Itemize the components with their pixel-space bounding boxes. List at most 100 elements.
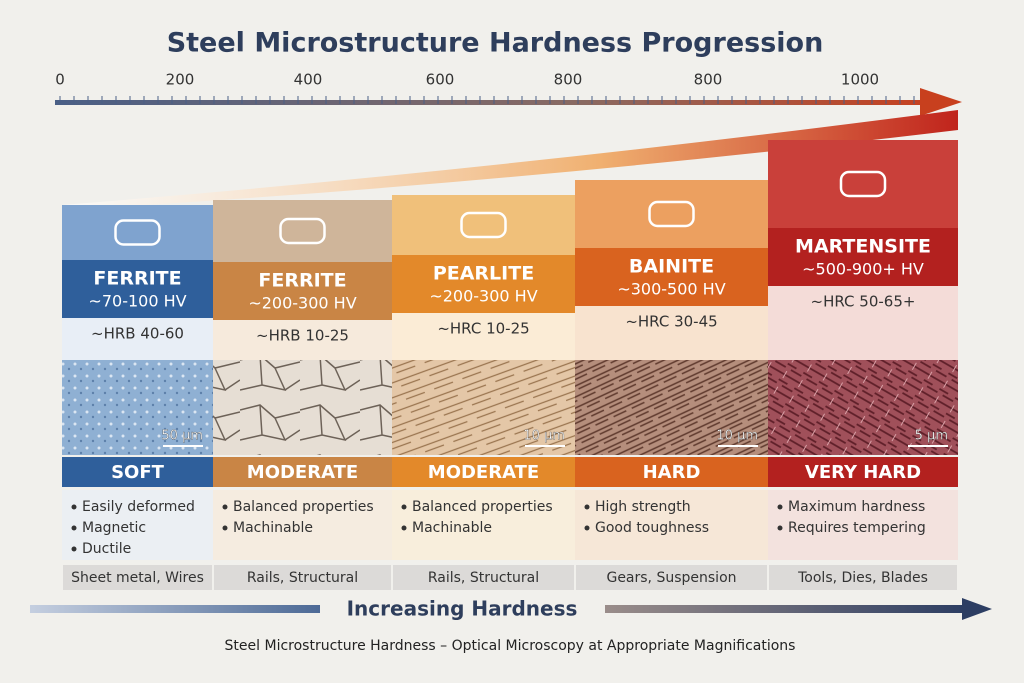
secondary-panel bbox=[392, 313, 575, 360]
secondary-hardness: ~HRC 50-65+ bbox=[811, 293, 916, 311]
title: Steel Microstructure Hardness Progressio… bbox=[167, 28, 824, 59]
scale-bar-label: 10 µm bbox=[523, 429, 565, 444]
scale-line bbox=[55, 100, 935, 105]
micrograph bbox=[575, 360, 768, 455]
micrograph bbox=[62, 360, 213, 455]
scale-label: 1000 bbox=[841, 71, 879, 89]
hardness-class: MODERATE bbox=[247, 462, 358, 483]
bottom-arrowhead bbox=[962, 598, 992, 620]
icon bbox=[114, 219, 161, 246]
property: Balanced properties bbox=[412, 499, 553, 515]
uses-panel bbox=[769, 565, 957, 590]
uses: Rails, Structural bbox=[428, 570, 539, 586]
hardness: ~70-100 HV bbox=[88, 292, 186, 311]
uses-panel bbox=[576, 565, 767, 590]
scale-label: 400 bbox=[294, 71, 323, 89]
icon bbox=[279, 217, 326, 245]
hardness: ~200-300 HV bbox=[429, 287, 537, 306]
bullet bbox=[71, 546, 77, 552]
bottom-arrow-left bbox=[30, 605, 320, 613]
bullet bbox=[401, 525, 407, 531]
hardness-class: HARD bbox=[643, 462, 701, 483]
property: Maximum hardness bbox=[788, 499, 925, 515]
icon bbox=[460, 211, 507, 239]
hardness: ~300-500 HV bbox=[617, 280, 725, 299]
uses: Tools, Dies, Blades bbox=[797, 570, 928, 586]
secondary-panel bbox=[575, 306, 768, 360]
property: Machinable bbox=[233, 520, 313, 536]
class-band bbox=[392, 457, 575, 487]
micrograph bbox=[768, 360, 958, 455]
scale-label: 800 bbox=[694, 71, 723, 89]
hardness-class: VERY HARD bbox=[805, 462, 921, 483]
class-band bbox=[213, 457, 392, 487]
properties-panel bbox=[213, 490, 392, 560]
hardness-scale: 0 200 400 600 800 800 1000 bbox=[55, 71, 962, 116]
class-band bbox=[575, 457, 768, 487]
phase-name: MARTENSITE bbox=[795, 236, 931, 258]
secondary-panel bbox=[768, 286, 958, 360]
icon-panel bbox=[392, 195, 575, 255]
property: Ductile bbox=[82, 541, 131, 557]
property: Machinable bbox=[412, 520, 492, 536]
bottom-arrow-right bbox=[605, 605, 965, 613]
scale-bar-label: 50 µm bbox=[161, 429, 203, 444]
hardness-curve bbox=[62, 110, 958, 210]
name-band bbox=[62, 260, 213, 318]
secondary-hardness: ~HRC 10-25 bbox=[437, 320, 529, 338]
uses-panel bbox=[393, 565, 574, 590]
columns: FERRITE ~70-100 HV ~HRB 40-60 50 µm SOFT Easi… bbox=[62, 140, 958, 590]
hardness-class: SOFT bbox=[111, 462, 165, 483]
bullet bbox=[777, 504, 783, 510]
icon bbox=[839, 170, 887, 198]
bullet bbox=[71, 504, 77, 510]
class-band bbox=[768, 457, 958, 487]
hardness-class: MODERATE bbox=[428, 462, 539, 483]
property: Easily deformed bbox=[82, 499, 195, 515]
secondary-hardness: ~HRB 10-25 bbox=[256, 327, 349, 345]
phase-name: PEARLITE bbox=[433, 263, 534, 285]
name-band bbox=[392, 255, 575, 313]
secondary-panel bbox=[213, 320, 392, 360]
properties-panel bbox=[575, 490, 768, 560]
bullet bbox=[401, 504, 407, 510]
property: Balanced properties bbox=[233, 499, 374, 515]
secondary-hardness: ~HRB 40-60 bbox=[91, 325, 184, 343]
scale-label: 0 bbox=[55, 71, 65, 89]
bullet bbox=[584, 525, 590, 531]
uses: Gears, Suspension bbox=[606, 570, 736, 586]
hardness: ~200-300 HV bbox=[248, 294, 356, 313]
icon-panel bbox=[575, 180, 768, 248]
properties-panel bbox=[62, 490, 213, 560]
uses: Rails, Structural bbox=[247, 570, 358, 586]
properties-panel bbox=[392, 490, 575, 560]
class-band bbox=[62, 457, 213, 487]
name-band bbox=[213, 262, 392, 320]
scale-bar-label: 5 µm bbox=[915, 429, 948, 444]
icon-panel bbox=[62, 205, 213, 260]
bullet bbox=[222, 525, 228, 531]
scale-arrowhead bbox=[920, 88, 962, 116]
scale-bar-label: 10 µm bbox=[716, 429, 758, 444]
micrograph bbox=[213, 360, 392, 455]
scale-label: 800 bbox=[554, 71, 583, 89]
phase-name: FERRITE bbox=[258, 270, 346, 292]
uses: Sheet metal, Wires bbox=[71, 570, 204, 586]
arrow-label: Increasing Hardness bbox=[347, 597, 578, 621]
scale-label: 200 bbox=[166, 71, 195, 89]
property: Good toughness bbox=[595, 520, 709, 536]
scale-label: 600 bbox=[426, 71, 455, 89]
uses-panel bbox=[63, 565, 212, 590]
icon-panel bbox=[213, 200, 392, 262]
icon-panel bbox=[768, 140, 958, 228]
hardness: ~500-900+ HV bbox=[802, 260, 924, 279]
name-band bbox=[575, 248, 768, 306]
bullet bbox=[777, 525, 783, 531]
icon bbox=[648, 200, 695, 228]
property: Requires tempering bbox=[788, 520, 926, 536]
bullet bbox=[584, 504, 590, 510]
phase-name: BAINITE bbox=[629, 256, 714, 278]
name-band bbox=[768, 228, 958, 286]
micrograph bbox=[392, 360, 575, 455]
bullet bbox=[71, 525, 77, 531]
